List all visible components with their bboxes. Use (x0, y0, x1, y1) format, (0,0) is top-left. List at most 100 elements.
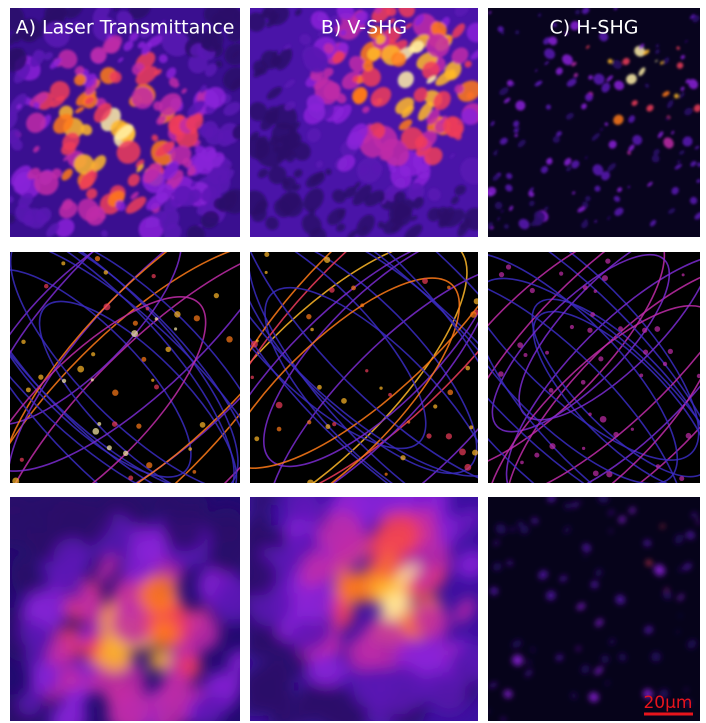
bright-spot (276, 402, 283, 409)
bright-spot (598, 356, 603, 361)
bright-spot (523, 353, 527, 357)
bright-spot (123, 451, 128, 456)
column-label: B) V-SHG (321, 17, 407, 39)
bright-spot (446, 433, 452, 439)
bright-spot (95, 256, 100, 261)
bright-spot (469, 425, 473, 429)
bright-spot (499, 272, 504, 277)
bright-spot (307, 420, 311, 424)
bright-spot (91, 352, 95, 356)
scale-bar-label: 20μm (643, 693, 692, 713)
bright-spot (530, 288, 535, 293)
bright-spot (152, 274, 156, 278)
bright-spot (214, 293, 219, 298)
bright-spot (174, 327, 177, 330)
bright-spot (146, 307, 150, 311)
bright-spot (613, 432, 618, 437)
bright-spot (472, 450, 478, 456)
bright-spot (520, 461, 524, 465)
column-label: A) Laser Transmittance (16, 17, 235, 39)
bright-spot (165, 347, 171, 353)
bright-spot (62, 379, 66, 383)
bright-spot (545, 351, 549, 355)
bright-spot (307, 480, 314, 487)
bright-spot (631, 428, 634, 431)
bright-spot (465, 366, 470, 371)
bright-spot (385, 473, 388, 476)
bright-spot (103, 303, 110, 310)
bright-spot (474, 298, 480, 304)
panel-grid (0, 0, 706, 723)
bright-spot (128, 476, 133, 481)
bright-spot (582, 447, 585, 450)
bright-spot (360, 303, 364, 307)
bright-spot (332, 422, 336, 426)
bright-spot (642, 328, 647, 333)
bright-spot (643, 349, 648, 354)
bright-spot (590, 312, 595, 317)
bright-spot (549, 388, 554, 393)
bright-spot (697, 374, 701, 378)
bright-spot (517, 342, 523, 348)
bright-spot (21, 340, 25, 344)
bright-spot (365, 369, 368, 372)
bright-spot (447, 390, 453, 396)
bright-spot (594, 290, 597, 293)
bright-spot (324, 257, 330, 263)
bright-spot (131, 330, 138, 337)
bright-spot (174, 311, 180, 317)
bright-spot (92, 428, 99, 435)
bright-spot (251, 341, 258, 348)
bright-spot (682, 273, 685, 276)
bright-spot (193, 470, 197, 474)
bright-spot (464, 464, 471, 471)
bright-spot (588, 413, 591, 416)
bright-spot (593, 470, 599, 476)
bright-spot (194, 315, 200, 321)
bright-spot (326, 424, 331, 429)
bright-spot (379, 387, 382, 390)
bright-spot (583, 285, 588, 290)
bright-spot (306, 314, 311, 319)
image-panel (484, 5, 705, 237)
bright-spot (559, 272, 563, 276)
bright-spot (38, 374, 43, 379)
bright-spot (265, 271, 268, 274)
bright-spot (686, 433, 692, 439)
bright-spot (155, 317, 158, 320)
image-panel (486, 491, 701, 723)
bright-spot (388, 393, 392, 397)
bright-spot (200, 422, 206, 428)
bright-spot (447, 286, 451, 290)
bright-spot (422, 278, 428, 284)
bright-spot (146, 462, 152, 468)
bright-spot (470, 311, 477, 318)
bright-spot (605, 258, 610, 263)
bright-spot (407, 421, 410, 424)
panel-background (488, 8, 700, 237)
figure: A) Laser Transmittance B) V-SHG C) H-SHG… (0, 0, 706, 723)
bright-spot (329, 287, 335, 293)
bright-spot (107, 445, 112, 450)
bright-spot (351, 285, 356, 290)
bright-spot (133, 321, 138, 326)
bright-spot (151, 379, 154, 382)
bright-spot (251, 376, 254, 379)
bright-spot (549, 443, 555, 449)
page: A) Laser Transmittance B) V-SHG C) H-SHG… (0, 0, 706, 723)
bright-spot (277, 427, 282, 432)
bright-spot (112, 390, 118, 396)
bright-spot (154, 385, 159, 390)
bright-spot (91, 378, 94, 381)
bright-spot (618, 326, 623, 331)
bright-spot (226, 336, 232, 342)
bright-spot (400, 455, 405, 460)
bright-spot (668, 349, 673, 354)
bright-spot (600, 416, 607, 423)
bright-spot (433, 404, 437, 408)
panel-background (488, 497, 700, 721)
bright-spot (602, 275, 608, 281)
image-panel (220, 466, 499, 723)
bright-spot (112, 421, 117, 426)
bright-spot (26, 387, 31, 392)
